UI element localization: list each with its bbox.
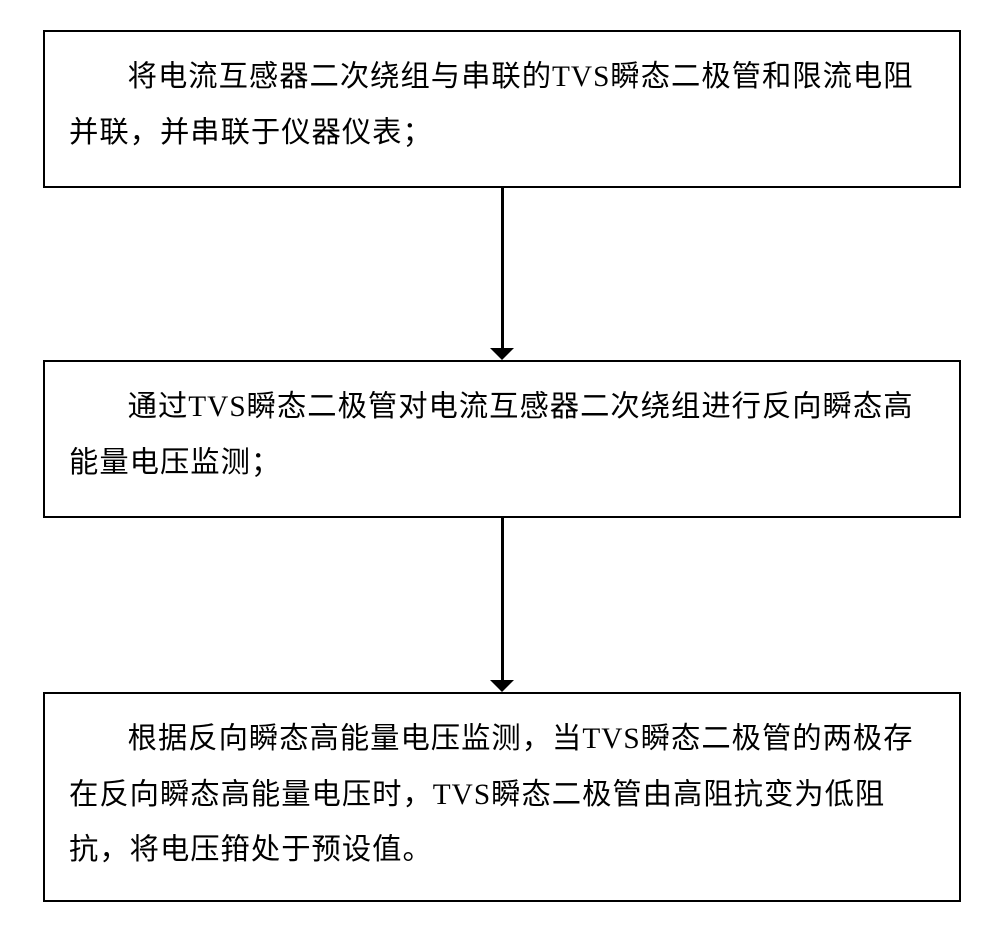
flowchart-step-3-text: 根据反向瞬态高能量电压监测，当TVS瞬态二极管的两极存在反向瞬态高能量电压时，T… <box>69 712 935 879</box>
flowchart-container: 将电流互感器二次绕组与串联的TVS瞬态二极管和限流电阻并联，并串联于仪器仪表； … <box>0 0 1000 933</box>
arrow-line-1 <box>501 188 504 348</box>
flowchart-step-1: 将电流互感器二次绕组与串联的TVS瞬态二极管和限流电阻并联，并串联于仪器仪表； <box>43 30 961 188</box>
flowchart-step-3: 根据反向瞬态高能量电压监测，当TVS瞬态二极管的两极存在反向瞬态高能量电压时，T… <box>43 692 961 902</box>
flowchart-step-2: 通过TVS瞬态二极管对电流互感器二次绕组进行反向瞬态高能量电压监测； <box>43 360 961 518</box>
flowchart-step-1-text: 将电流互感器二次绕组与串联的TVS瞬态二极管和限流电阻并联，并串联于仪器仪表； <box>69 50 935 161</box>
arrow-down-icon <box>490 348 514 360</box>
arrow-down-icon <box>490 680 514 692</box>
arrow-line-2 <box>501 518 504 680</box>
flowchart-step-2-text: 通过TVS瞬态二极管对电流互感器二次绕组进行反向瞬态高能量电压监测； <box>69 380 935 491</box>
